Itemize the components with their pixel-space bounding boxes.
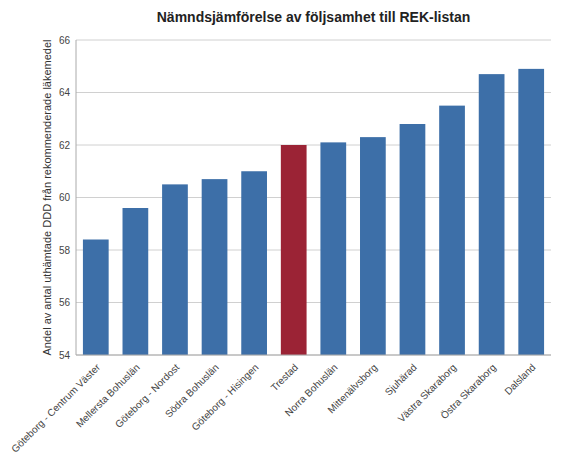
y-tick-label: 54: [59, 350, 71, 361]
grid-line: [76, 40, 551, 41]
grid-line: [76, 355, 551, 356]
bar: [479, 74, 505, 355]
x-tick-label: Mellersta Bohuslän: [74, 362, 142, 430]
bar: [439, 106, 465, 355]
x-tick-label: Göteborg - Hisingen: [189, 362, 260, 433]
y-axis-line: [76, 40, 77, 355]
x-tick-label: Mittenälvsborg: [325, 362, 379, 416]
y-tick-label: 66: [59, 35, 71, 46]
bar: [162, 184, 188, 355]
bar: [83, 240, 109, 356]
x-tick-label: Trestad: [269, 362, 300, 393]
bar: [518, 69, 544, 355]
bar: [241, 171, 267, 355]
bar: [320, 142, 346, 355]
bar: [400, 124, 426, 355]
x-tick-label: Sjuhärad: [383, 362, 419, 398]
x-tick-label: Dalsland: [502, 362, 537, 397]
bar: [281, 145, 307, 355]
y-tick-label: 58: [59, 245, 71, 256]
x-tick-label: Göteborg - Nordost: [113, 361, 181, 429]
bar: [202, 179, 228, 355]
x-tick-label: Östra Skaraborg: [438, 362, 498, 422]
y-axis-label: Andel av antal uthämtade DDD från rekomm…: [41, 39, 53, 355]
bars: [83, 69, 544, 355]
x-axis-line: [76, 355, 551, 356]
y-tick-label: 60: [59, 192, 71, 203]
y-tick-label: 62: [59, 140, 71, 151]
title: Nämndsjämförelse av följsamhet till REK-…: [157, 9, 471, 25]
bar: [360, 137, 386, 355]
y-tick-label: 64: [59, 87, 71, 98]
y-tick-label: 56: [59, 297, 71, 308]
bar: [123, 208, 149, 355]
chart-container: Nämndsjämförelse av följsamhet till REK-…: [0, 0, 566, 463]
chart: Nämndsjämförelse av följsamhet till REK-…: [0, 0, 566, 463]
